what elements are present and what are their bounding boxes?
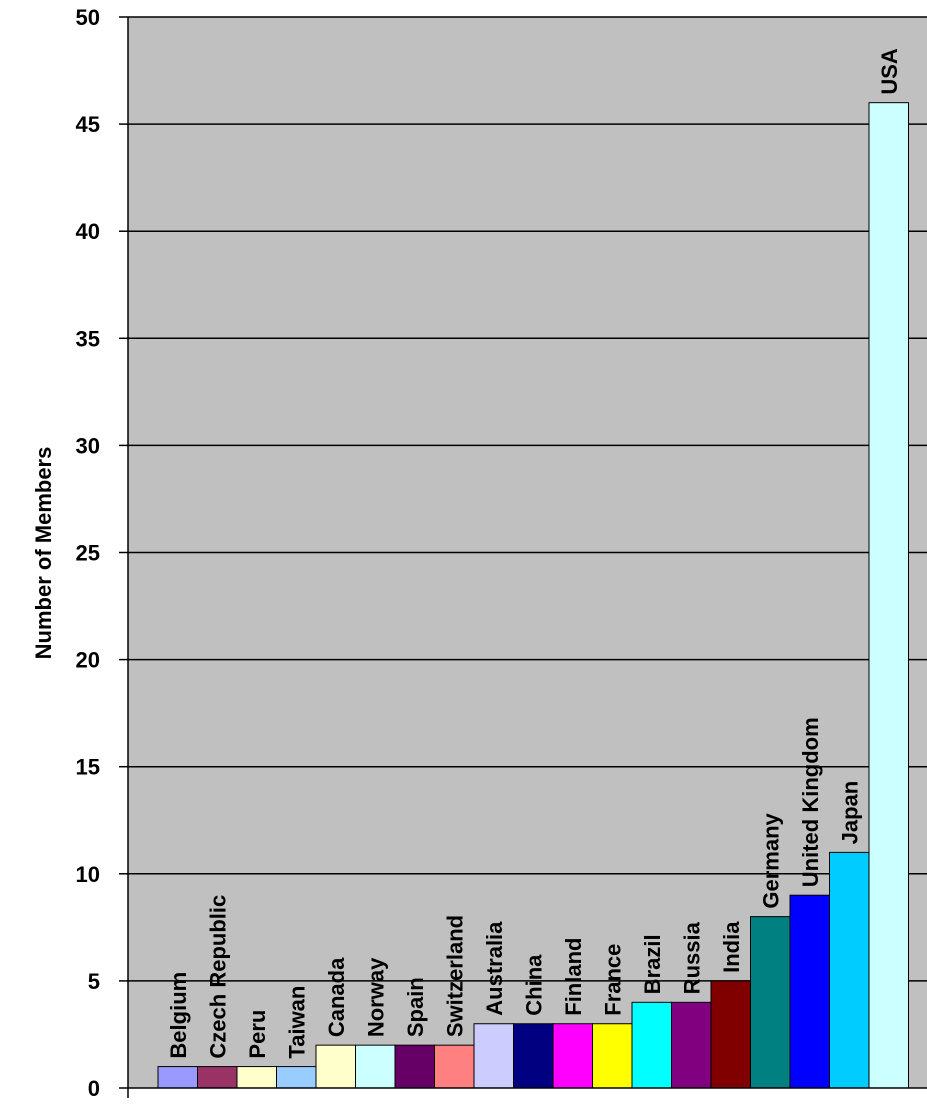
bar [434,1044,475,1089]
y-tick-label: 25 [76,541,100,566]
y-tick-label: 35 [76,326,100,351]
bar [592,1023,633,1089]
bar-label: Norway [363,957,388,1037]
bar-label: Spain [403,977,428,1037]
bar-label: Germany [758,812,783,908]
y-tick-label: 50 [76,5,100,30]
bar [394,1044,435,1089]
bar [868,102,909,1089]
y-tick-label: 45 [76,112,100,137]
bar-label: Peru [245,1010,270,1059]
y-axis: 0 5 10 15 20 25 30 35 40 45 50 [76,5,927,1101]
bar-label: Russia [679,921,704,994]
bar-label: Switzerland [442,915,467,1037]
bar-label: Czech Republic [205,895,230,1059]
bar-label: Taiwan [284,986,309,1059]
bar [197,1066,238,1089]
bar [276,1066,317,1089]
bar-label: Brazil [640,934,665,994]
bar [236,1066,277,1089]
bar [710,980,751,1089]
bar-label: Finland [561,938,586,1016]
bar-label: France [600,944,625,1016]
y-tick-label: 15 [76,755,100,780]
bar [750,916,791,1089]
y-tick-label: 10 [76,862,100,887]
gridlines [128,16,927,982]
bar [315,1044,356,1089]
bar [473,1023,514,1089]
bar-label: Japan [837,781,862,845]
y-tick-label: 40 [76,219,100,244]
y-tick-label: 5 [88,969,100,994]
bar [671,1001,712,1089]
bars [157,102,909,1089]
bar-label: Canada [324,957,349,1037]
bar-label: China [521,954,546,1016]
bar [789,894,830,1089]
bar [829,851,870,1089]
bar-label: Australia [482,921,507,1016]
bar [631,1001,672,1089]
bar-labels: Belgium Czech Republic Peru Taiwan Canada Nor… [166,48,902,1058]
bar [552,1023,593,1089]
bar [355,1044,396,1089]
bar-label: India [719,921,744,973]
bar-label: United Kingdom [798,717,823,887]
y-tick-label: 20 [76,648,100,673]
y-axis-label: Number of Members [31,447,56,660]
bar-label: USA [877,48,902,95]
y-tick-label: 30 [76,433,100,458]
y-tick-label: 0 [88,1076,100,1101]
bar-label: Belgium [166,972,191,1059]
bar [157,1066,198,1089]
bar [513,1023,554,1089]
